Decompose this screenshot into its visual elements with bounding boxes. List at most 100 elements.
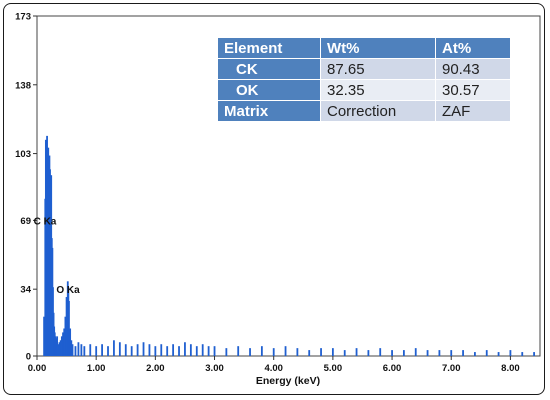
spectrum-bar: [62, 332, 64, 356]
spectrum-bar: [272, 348, 275, 356]
spectrum-bar: [58, 342, 61, 356]
y-tick-label: 103: [15, 149, 31, 160]
spectrum-bar: [367, 350, 370, 356]
spectrum-bar: [148, 344, 151, 356]
spectrum-bar: [57, 344, 60, 356]
spectrum-bars: [43, 135, 535, 356]
spectrum-bar: [160, 344, 163, 356]
peak-labels: C Ka O Ka: [34, 216, 81, 296]
spectrum-bar: [426, 350, 429, 356]
spectrum-bar: [497, 352, 500, 356]
row-element: OK: [217, 79, 321, 101]
spectrum-bar: [178, 346, 180, 356]
spectrum-bar: [296, 348, 299, 356]
spectrum-bar: [74, 346, 77, 356]
spectrum-bar: [509, 350, 512, 356]
spectrum-bar: [95, 346, 98, 356]
spectrum-bar: [136, 344, 139, 356]
x-tick-label: 7.00: [442, 363, 461, 374]
spectrum-bar: [113, 340, 115, 356]
spectrum-bar: [80, 344, 83, 356]
spectrum-bar: [71, 344, 74, 356]
spectrum-bar: [130, 346, 133, 356]
spectrum-bar: [77, 342, 80, 356]
header-element: Element: [217, 37, 321, 59]
y-tick-label: 34: [20, 285, 31, 296]
table-header-row: Element Wt% At%: [217, 37, 511, 59]
spectrum-bar: [485, 350, 488, 356]
spectrum-bar: [59, 340, 62, 356]
spectrum-bar: [166, 346, 169, 356]
spectrum-bar: [124, 344, 127, 356]
spectrum-bar: [343, 350, 346, 356]
spectrum-bar: [56, 336, 59, 356]
spectrum-bar: [68, 300, 70, 356]
row-wt: 87.65: [320, 58, 436, 80]
row-at: 90.43: [435, 58, 511, 80]
spectrum-bar: [195, 346, 198, 356]
spectrum-bar: [107, 346, 109, 356]
header-wt: Wt%: [320, 37, 436, 59]
spectrum-bar: [184, 342, 186, 356]
spectrum-bar: [172, 344, 175, 356]
x-tick-label: 4.00: [264, 363, 283, 374]
spectrum-bar: [60, 336, 63, 356]
spectrum-bar: [63, 328, 66, 356]
table-row: Matrix Correction ZAF: [217, 100, 511, 122]
row-wt: Correction: [320, 100, 436, 122]
x-tick-label: 0.00: [28, 363, 47, 374]
spectrum-bar: [462, 350, 464, 356]
spectrum-bar: [414, 348, 417, 356]
spectrum-bar: [308, 350, 311, 356]
table-row: CK 87.65 90.43: [217, 58, 511, 80]
spectrum-bar: [402, 350, 405, 356]
x-tick-label: 8.00: [501, 363, 520, 374]
spectrum-bar: [65, 297, 68, 356]
spectrum-bar: [391, 350, 393, 356]
spectrum-bar: [438, 350, 441, 356]
table-row: OK 32.35 30.57: [217, 79, 511, 101]
spectrum-bar: [118, 342, 121, 356]
x-axis-title: Energy (keV): [256, 375, 320, 387]
spectrum-bar: [142, 342, 145, 356]
spectrum-bar: [320, 348, 322, 356]
row-element: Matrix: [217, 100, 321, 122]
plot-area: [36, 15, 541, 357]
spectrum-bar: [225, 348, 228, 356]
spectrum-bar: [533, 352, 535, 356]
x-tick-label: 1.00: [87, 363, 106, 374]
row-at: ZAF: [435, 100, 511, 122]
x-tick-label: 5.00: [324, 363, 343, 374]
y-axis: 0 34 69 103 138 173: [15, 12, 37, 363]
y-tick-label: 0: [26, 352, 31, 363]
x-tick-label: 3.00: [205, 363, 224, 374]
spectrum-bar: [249, 348, 251, 356]
spectrum-bar: [83, 346, 86, 356]
x-axis: 0.00 1.00 2.00 3.00 4.00 5.00 6.00 7.00 8.00: [28, 356, 520, 374]
row-element: CK: [217, 58, 321, 80]
y-tick-label: 173: [15, 12, 31, 23]
row-wt: 32.35: [320, 79, 436, 101]
spectrum-bar: [189, 344, 192, 356]
y-tick-label: 138: [15, 80, 31, 91]
header-at: At%: [435, 37, 511, 59]
peak-label: C Ka: [34, 216, 57, 227]
x-tick-label: 6.00: [383, 363, 402, 374]
spectrum-bar: [201, 344, 204, 356]
spectrum-bar: [237, 346, 240, 356]
spectrum-bar: [64, 316, 67, 356]
spectrum-bar: [154, 346, 157, 356]
spectrum-bar: [69, 328, 72, 356]
spectrum-bar: [521, 352, 524, 356]
spectrum-bar: [260, 346, 263, 356]
spectrum-bar: [450, 350, 453, 356]
spectrum-bar: [284, 346, 287, 356]
spectrum-bar: [207, 346, 210, 356]
spectrum-bar: [213, 346, 216, 356]
spectrum-bar: [331, 348, 334, 356]
composition-table: Element Wt% At% CK 87.65 90.43 OK 32.35 …: [217, 37, 511, 122]
spectrum-bar: [70, 340, 73, 356]
row-at: 30.57: [435, 79, 511, 101]
spectrum-bar: [101, 344, 103, 356]
